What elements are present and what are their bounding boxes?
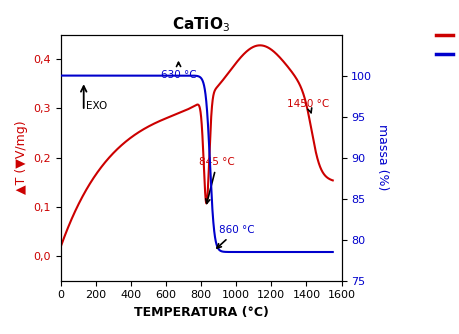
Text: 860 °C: 860 °C	[217, 225, 254, 248]
Text: 630 °C: 630 °C	[161, 62, 196, 80]
Text: EXO: EXO	[86, 101, 107, 111]
Legend: , : ,	[431, 24, 459, 67]
X-axis label: TEMPERATURA (°C): TEMPERATURA (°C)	[134, 306, 269, 319]
Text: 845 °C: 845 °C	[200, 157, 235, 203]
Title: CaTiO$_3$: CaTiO$_3$	[172, 15, 230, 34]
Y-axis label: massa (%): massa (%)	[376, 125, 389, 191]
Y-axis label: ▲T (▼V/mg): ▲T (▼V/mg)	[15, 121, 28, 194]
Text: 1450 °C: 1450 °C	[287, 100, 330, 113]
